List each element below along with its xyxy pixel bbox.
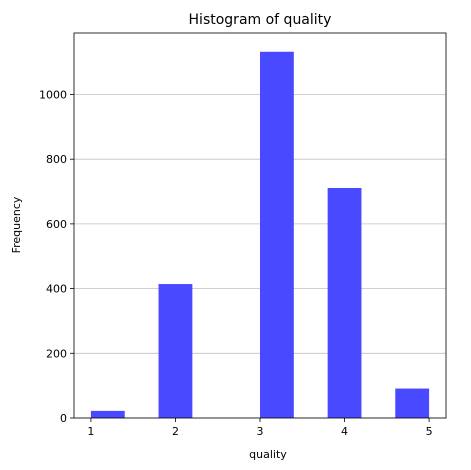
- y-tick-label: 0: [60, 412, 67, 425]
- x-tick-label: 4: [341, 425, 348, 438]
- axis-layer: 1 2 3 4 5 0 200 400 600 800 1000: [39, 32, 447, 438]
- x-tick-label: 3: [257, 425, 264, 438]
- x-tick-label: 5: [426, 425, 433, 438]
- x-tick-label: 1: [87, 425, 94, 438]
- histogram-bar: [395, 388, 430, 418]
- x-tick-label: 2: [172, 425, 179, 438]
- y-tick-label: 800: [46, 153, 67, 166]
- histogram-bar: [260, 51, 294, 418]
- histogram-bar: [90, 410, 125, 418]
- y-axis-label: Frequency: [10, 196, 23, 253]
- bar-layer: [90, 51, 430, 418]
- y-tick-label: 600: [46, 218, 67, 231]
- y-tick-label: 200: [46, 347, 67, 360]
- histogram-bar: [327, 187, 362, 418]
- y-tick-label: 400: [46, 283, 67, 296]
- y-tick-label: 1000: [39, 88, 67, 101]
- histogram-bar: [158, 284, 193, 418]
- x-axis-label: quality: [249, 448, 287, 461]
- chart-title: Histogram of quality: [189, 12, 332, 28]
